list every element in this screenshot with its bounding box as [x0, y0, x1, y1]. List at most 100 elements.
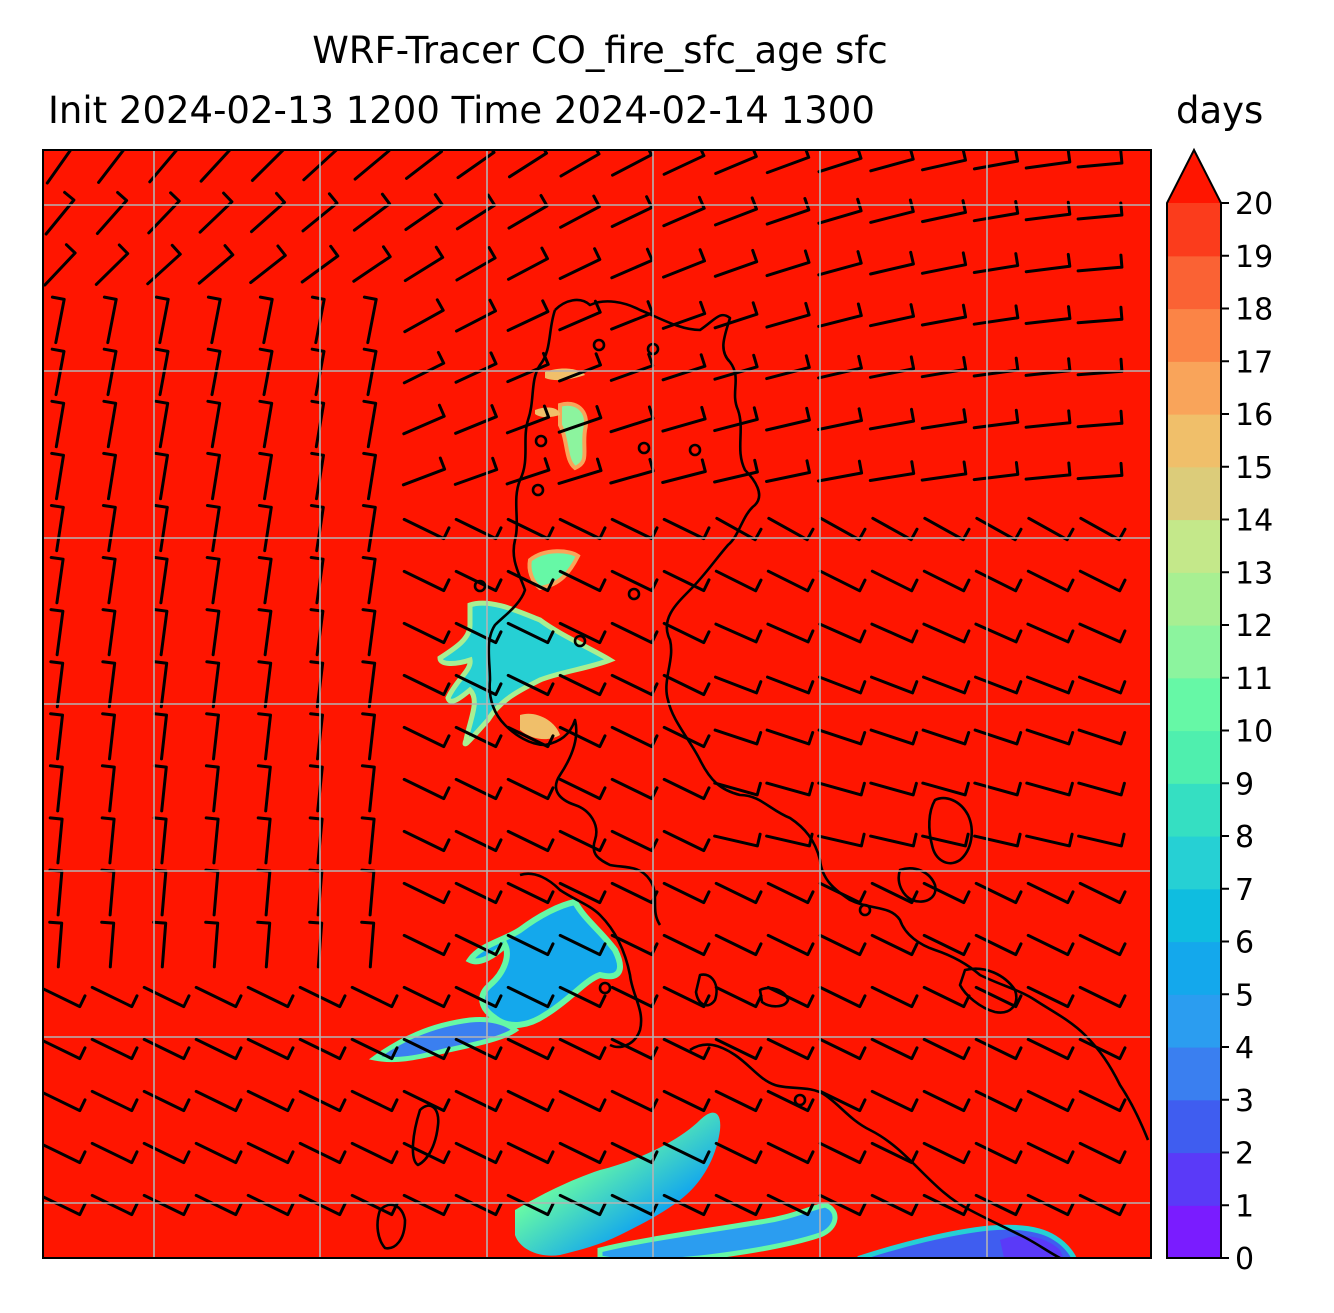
wind-barb-151 [257, 504, 273, 553]
colorbar-tick-label: 10 [1235, 715, 1273, 750]
wind-barb-397 [1026, 1089, 1075, 1113]
wind-barb-387 [506, 1089, 555, 1113]
map-title-line2: Init 2024-02-13 1200 Time 2024-02-14 130… [48, 89, 875, 132]
wind-barb-76 [713, 301, 759, 330]
wind-barb-435 [818, 1193, 867, 1217]
colorbar-band-6 [1167, 888, 1221, 943]
wind-barb-70 [403, 298, 445, 334]
wind-barb-303 [506, 881, 555, 905]
wind-barb-38 [921, 199, 967, 224]
wind-barb-213 [205, 660, 221, 709]
colorbar-band-16 [1167, 361, 1221, 415]
wind-barb-81 [972, 304, 1020, 326]
wind-barb-398 [1078, 1089, 1127, 1113]
wind-barb-143 [920, 460, 968, 482]
wind-barb-148 [101, 504, 117, 553]
wind-barb-130 [258, 451, 273, 501]
wind-barb-171 [205, 556, 221, 605]
wind-barb-64 [102, 295, 118, 345]
wind-barb-288 [817, 832, 866, 848]
island-east-1 [928, 796, 974, 865]
wind-barb-342 [350, 985, 399, 1009]
colorbar-band-10 [1167, 677, 1221, 732]
wind-barb-374 [922, 1037, 971, 1061]
wind-barb-314 [1078, 881, 1127, 905]
wind-barb-44 [146, 243, 182, 286]
island-ring-2 [646, 342, 660, 356]
wind-barb-329 [766, 933, 815, 957]
wind-barb-24 [198, 191, 234, 234]
wind-barb-16 [869, 150, 915, 173]
wind-barb-115 [557, 405, 603, 434]
wind-barb-141 [816, 459, 864, 483]
wind-barb-113 [454, 404, 498, 435]
wind-barb-250 [1025, 728, 1075, 746]
wind-barb-185 [922, 569, 971, 593]
wind-barb-261 [506, 777, 555, 801]
colorbar-units-label: days [1176, 89, 1264, 132]
wind-barb-188 [1078, 569, 1127, 593]
wind-barb-108 [206, 399, 222, 449]
wind-barb-205 [870, 622, 919, 644]
wind-barb-249 [973, 728, 1023, 746]
wind-barb-355 [1026, 985, 1075, 1009]
wind-barb-391 [714, 1089, 763, 1113]
wind-barb-424 [246, 1193, 295, 1217]
wind-barb-275 [152, 816, 168, 865]
map-area [43, 150, 1151, 1258]
island-east-3 [958, 967, 1018, 1014]
wind-barb-286 [713, 832, 762, 848]
wind-barb-357 [43, 1039, 87, 1061]
wind-barb-252 [48, 764, 64, 813]
colorbar-band-17 [1167, 308, 1221, 362]
wind-barb-227 [922, 675, 971, 695]
wind-barb-122 [920, 408, 968, 430]
wind-barb-88 [258, 347, 274, 397]
wind-barb-388 [558, 1089, 607, 1113]
wind-barb-62 [1076, 253, 1124, 273]
wind-barb-56 [765, 249, 811, 278]
wind-barb-197 [454, 621, 503, 645]
wind-barb-287 [765, 832, 814, 848]
island-ring-5 [688, 443, 702, 457]
wind-barb-94 [558, 352, 602, 383]
landmass-west-coast [487, 309, 662, 926]
wind-barb-67 [258, 295, 274, 345]
wind-barb-125 [1076, 409, 1124, 429]
wind-barb-153 [361, 504, 377, 553]
wind-barb-360 [194, 1037, 243, 1061]
wind-barb-19 [1024, 150, 1072, 170]
wind-barb-170 [153, 556, 169, 605]
wind-barb-375 [974, 1037, 1023, 1061]
wind-barb-436 [870, 1193, 919, 1217]
map-frame [42, 149, 1152, 1259]
wind-barb-109 [258, 399, 274, 449]
wind-barb-308 [766, 881, 815, 905]
wind-barb-390 [662, 1089, 711, 1113]
wind-barb-30 [507, 194, 549, 230]
wind-barb-73 [558, 299, 602, 332]
wind-barb-363 [350, 1037, 399, 1061]
wind-barb-208 [1026, 622, 1075, 644]
wind-barb-107 [154, 399, 170, 449]
wind-barb-283 [558, 829, 607, 853]
colorbar-tick-label: 4 [1235, 1031, 1254, 1066]
colorbar-band-18 [1167, 255, 1221, 310]
wind-barb-343 [402, 985, 451, 1009]
wind-barb-132 [362, 451, 377, 501]
wind-barb-46 [249, 244, 287, 285]
wind-barb-291 [973, 832, 1022, 848]
wind-barb-415 [870, 1141, 919, 1165]
wind-barb-224 [766, 675, 815, 695]
wind-barb-189 [49, 608, 65, 657]
wind-barb-222 [662, 673, 711, 697]
wind-barb-201 [662, 621, 711, 645]
wind-barb-33 [662, 195, 706, 228]
wind-barb-353 [922, 985, 971, 1009]
wind-barb-395 [922, 1089, 971, 1113]
wind-barb-356 [1078, 985, 1127, 1009]
colorbar-tick-label: 12 [1235, 609, 1273, 644]
wind-barb-276 [204, 816, 220, 865]
wind-barb-407 [454, 1141, 503, 1165]
wind-barb-169 [101, 556, 117, 605]
